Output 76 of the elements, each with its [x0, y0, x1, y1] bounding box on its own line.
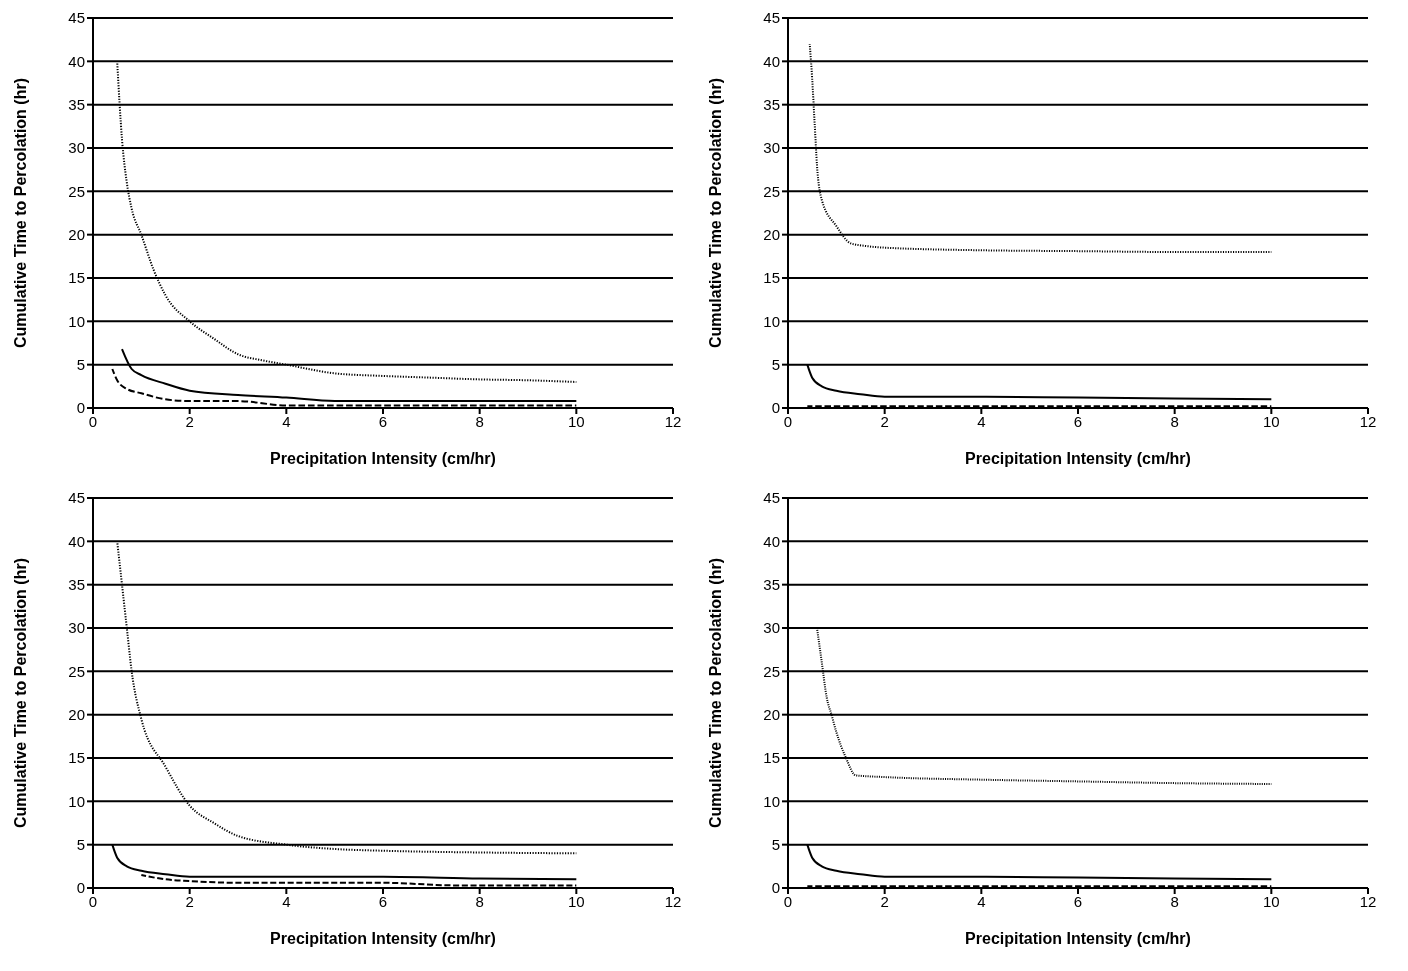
y-tick-label: 0: [771, 399, 780, 417]
y-tick-label: 25: [68, 182, 85, 200]
y-tick-label: 45: [763, 489, 780, 507]
y-tick-label: 20: [68, 705, 85, 723]
y-axis-title: Cumulative Time to Percolation (hr): [706, 558, 724, 828]
x-tick-label: 8: [475, 892, 484, 910]
y-tick-label: 35: [68, 575, 85, 593]
x-tick-label: 0: [783, 412, 793, 430]
x-tick-label: 6: [1073, 412, 1083, 430]
y-tick-label: 30: [763, 139, 780, 157]
y-tick-label: 40: [68, 532, 85, 550]
y-tick-label: 0: [76, 399, 85, 417]
y-tick-label: 0: [76, 879, 85, 897]
y-tick-label: 45: [68, 489, 85, 507]
y-tick-label: 15: [763, 269, 780, 287]
y-tick-label: 35: [68, 95, 85, 113]
x-axis-title: Precipitation Intensity (cm/hr): [965, 930, 1191, 947]
y-tick-label: 40: [763, 532, 780, 550]
x-tick-label: 12: [1359, 892, 1377, 910]
x-tick-label: 4: [282, 412, 291, 430]
y-tick-label: 20: [763, 225, 780, 243]
x-tick-label: 10: [1262, 412, 1280, 430]
y-tick-label: 10: [763, 312, 780, 330]
y-tick-label: 40: [763, 52, 780, 70]
y-tick-label: 35: [763, 575, 780, 593]
y-tick-label: 30: [68, 139, 85, 157]
y-axis-title: Cumulative Time to Percolation (hr): [11, 78, 29, 348]
y-tick-label: 25: [763, 662, 780, 680]
y-tick-label: 45: [763, 9, 780, 27]
x-axis-title: Precipitation Intensity (cm/hr): [270, 450, 496, 467]
y-tick-label: 5: [76, 355, 85, 373]
y-tick-label: 20: [68, 225, 85, 243]
y-axis-title: Cumulative Time to Percolation (hr): [706, 78, 724, 348]
y-tick-label: 5: [771, 355, 780, 373]
x-tick-label: 0: [783, 892, 793, 910]
y-tick-label: 5: [76, 835, 85, 853]
x-tick-label: 4: [282, 892, 291, 910]
x-tick-label: 4: [977, 412, 986, 430]
y-tick-label: 10: [68, 312, 85, 330]
x-tick-label: 8: [1170, 892, 1179, 910]
y-tick-label: 25: [763, 182, 780, 200]
x-tick-label: 4: [977, 892, 986, 910]
y-tick-label: 5: [771, 835, 780, 853]
y-tick-label: 45: [68, 9, 85, 27]
x-axis-title: Precipitation Intensity (cm/hr): [270, 930, 496, 947]
y-tick-label: 35: [763, 95, 780, 113]
x-tick-label: 2: [880, 412, 889, 430]
y-tick-label: 40: [68, 52, 85, 70]
y-tick-label: 30: [763, 619, 780, 637]
x-tick-label: 12: [1359, 412, 1377, 430]
x-axis-title: Precipitation Intensity (cm/hr): [965, 450, 1191, 467]
x-tick-label: 8: [1170, 412, 1179, 430]
x-tick-label: 0: [88, 412, 98, 430]
x-tick-label: 6: [378, 892, 388, 910]
y-tick-label: 15: [763, 749, 780, 767]
y-tick-label: 20: [763, 705, 780, 723]
y-tick-label: 10: [763, 792, 780, 810]
x-tick-label: 2: [185, 892, 194, 910]
x-tick-label: 12: [664, 892, 682, 910]
y-tick-label: 15: [68, 749, 85, 767]
x-tick-label: 8: [475, 412, 484, 430]
x-tick-label: 10: [1262, 892, 1280, 910]
y-tick-label: 15: [68, 269, 85, 287]
y-axis-title: Cumulative Time to Percolation (hr): [11, 558, 29, 828]
x-tick-label: 12: [664, 412, 682, 430]
y-tick-label: 10: [68, 792, 85, 810]
y-tick-label: 30: [68, 619, 85, 637]
x-tick-label: 6: [1073, 892, 1083, 910]
x-tick-label: 10: [567, 412, 585, 430]
x-tick-label: 0: [88, 892, 98, 910]
x-tick-label: 6: [378, 412, 388, 430]
x-tick-label: 2: [185, 412, 194, 430]
x-tick-label: 2: [880, 892, 889, 910]
x-tick-label: 10: [567, 892, 585, 910]
y-tick-label: 0: [771, 879, 780, 897]
y-tick-label: 25: [68, 662, 85, 680]
